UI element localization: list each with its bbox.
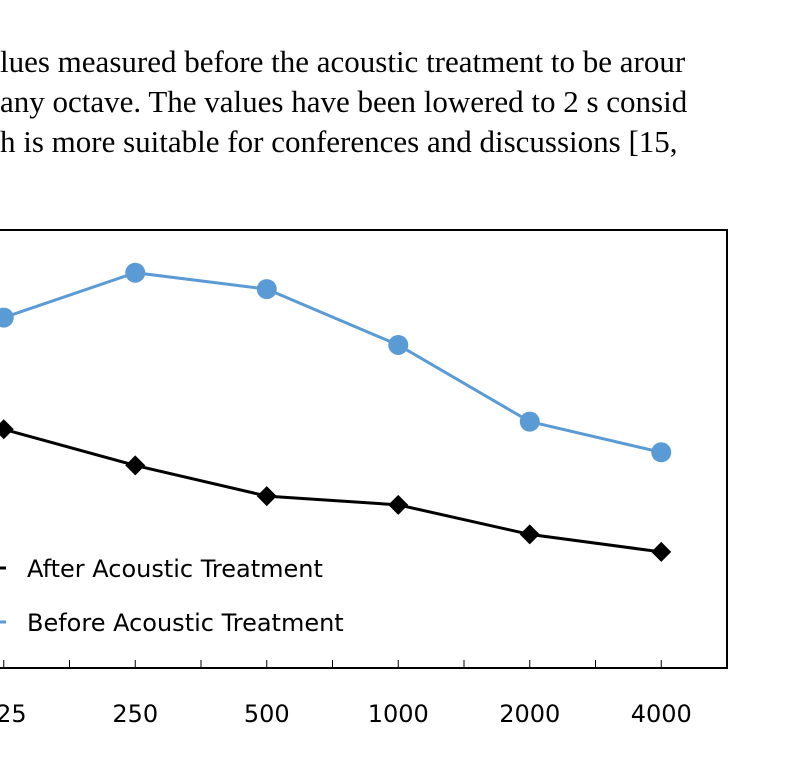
x-tick-label: 4000 xyxy=(631,700,692,728)
legend-label: After Acoustic Treatment xyxy=(27,555,323,583)
x-tick-label: 2000 xyxy=(499,700,560,728)
paragraph-line: h is more suitable for conferences and d… xyxy=(0,124,678,159)
x-tick-label: 250 xyxy=(112,700,158,728)
paragraph-line: any octave. The values have been lowered… xyxy=(0,84,688,119)
point xyxy=(388,334,409,355)
plot-frame xyxy=(0,229,728,669)
x-tick-label: 500 xyxy=(244,700,290,728)
legend-label: Before Acoustic Treatment xyxy=(27,609,344,637)
point xyxy=(388,494,409,515)
point xyxy=(256,486,277,507)
paragraph-line: lues measured before the acoustic treatm… xyxy=(0,44,686,79)
series-line xyxy=(3,427,662,554)
point xyxy=(256,279,277,300)
point xyxy=(125,455,146,476)
x-tick-label: 125 xyxy=(0,700,27,728)
point xyxy=(0,307,14,328)
point xyxy=(519,524,540,545)
point xyxy=(651,442,672,463)
series-line xyxy=(3,271,662,454)
x-tick-label: 1000 xyxy=(368,700,429,728)
point xyxy=(651,541,672,562)
point xyxy=(0,419,14,440)
point xyxy=(125,262,146,283)
point xyxy=(519,411,540,432)
